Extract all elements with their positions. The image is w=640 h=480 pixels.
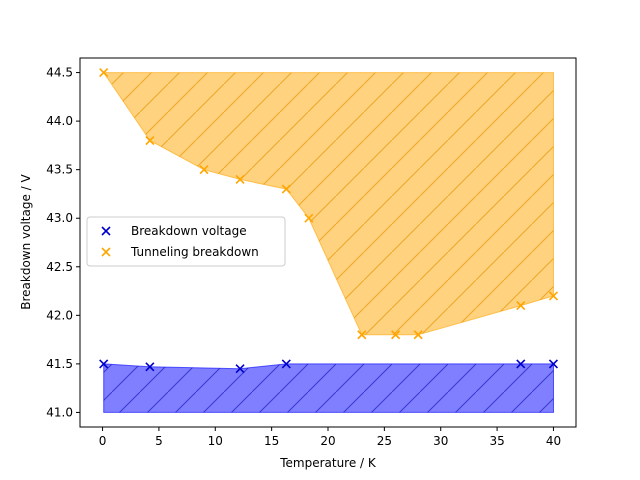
data-point-1-7 xyxy=(391,330,401,340)
data-point-0-5 xyxy=(548,359,559,369)
y-tick-label: 44.0 xyxy=(46,114,73,128)
data-point-1-8 xyxy=(413,330,423,340)
legend-label-0: Breakdown voltage xyxy=(131,224,247,238)
data-point-0-3 xyxy=(281,359,291,369)
x-tick-label: 20 xyxy=(320,434,335,448)
y-tick-label: 43.5 xyxy=(46,163,73,177)
data-point-1-6 xyxy=(357,330,367,340)
y-axis: 41.0 41.5 42.0 42.5 43.0 43.5 44.0 44.5 xyxy=(46,66,80,419)
legend: Breakdown voltage Tunneling breakdown xyxy=(86,216,286,267)
x-tick-label: 35 xyxy=(489,434,504,448)
x-tick-label: 15 xyxy=(264,434,279,448)
x-axis-label: Temperature / K xyxy=(279,456,377,470)
data-point-1-2 xyxy=(199,165,209,175)
x-tick-label: 40 xyxy=(546,434,561,448)
plot-area xyxy=(99,68,559,413)
x-tick-label: 25 xyxy=(377,434,392,448)
x-tick-label: 0 xyxy=(99,434,107,448)
x-axis: 0 5 10 15 20 25 30 35 40 xyxy=(99,427,561,448)
data-point-1-9 xyxy=(516,301,526,311)
data-point-1-0 xyxy=(99,68,109,78)
x-tick-label: 30 xyxy=(433,434,448,448)
y-tick-label: 42.0 xyxy=(46,308,73,322)
legend-marker-1 xyxy=(101,247,111,257)
data-point-1-4 xyxy=(281,184,291,194)
y-tick-label: 41.0 xyxy=(46,405,73,419)
y-tick-label: 42.5 xyxy=(46,260,73,274)
y-axis-label: Breakdown voltage / V xyxy=(19,173,33,309)
legend-marker-0 xyxy=(101,226,111,236)
legend-box xyxy=(86,216,286,267)
data-point-0-0 xyxy=(99,359,109,369)
hatch-region-1 xyxy=(103,72,554,335)
data-point-0-1 xyxy=(145,362,155,372)
hatch-region-0 xyxy=(103,363,554,413)
data-point-1-1 xyxy=(145,135,155,146)
y-tick-label: 43.0 xyxy=(46,211,73,225)
y-tick-label: 41.5 xyxy=(46,357,73,371)
legend-label-1: Tunneling breakdown xyxy=(130,245,259,259)
x-tick-label: 10 xyxy=(208,434,223,448)
data-point-1-3 xyxy=(235,174,245,184)
data-point-0-4 xyxy=(516,359,526,369)
x-tick-label: 5 xyxy=(155,434,163,448)
data-point-0-2 xyxy=(235,364,245,374)
y-tick-label: 44.5 xyxy=(46,66,73,80)
data-point-1-5 xyxy=(304,213,314,223)
data-point-1-10 xyxy=(548,291,559,301)
